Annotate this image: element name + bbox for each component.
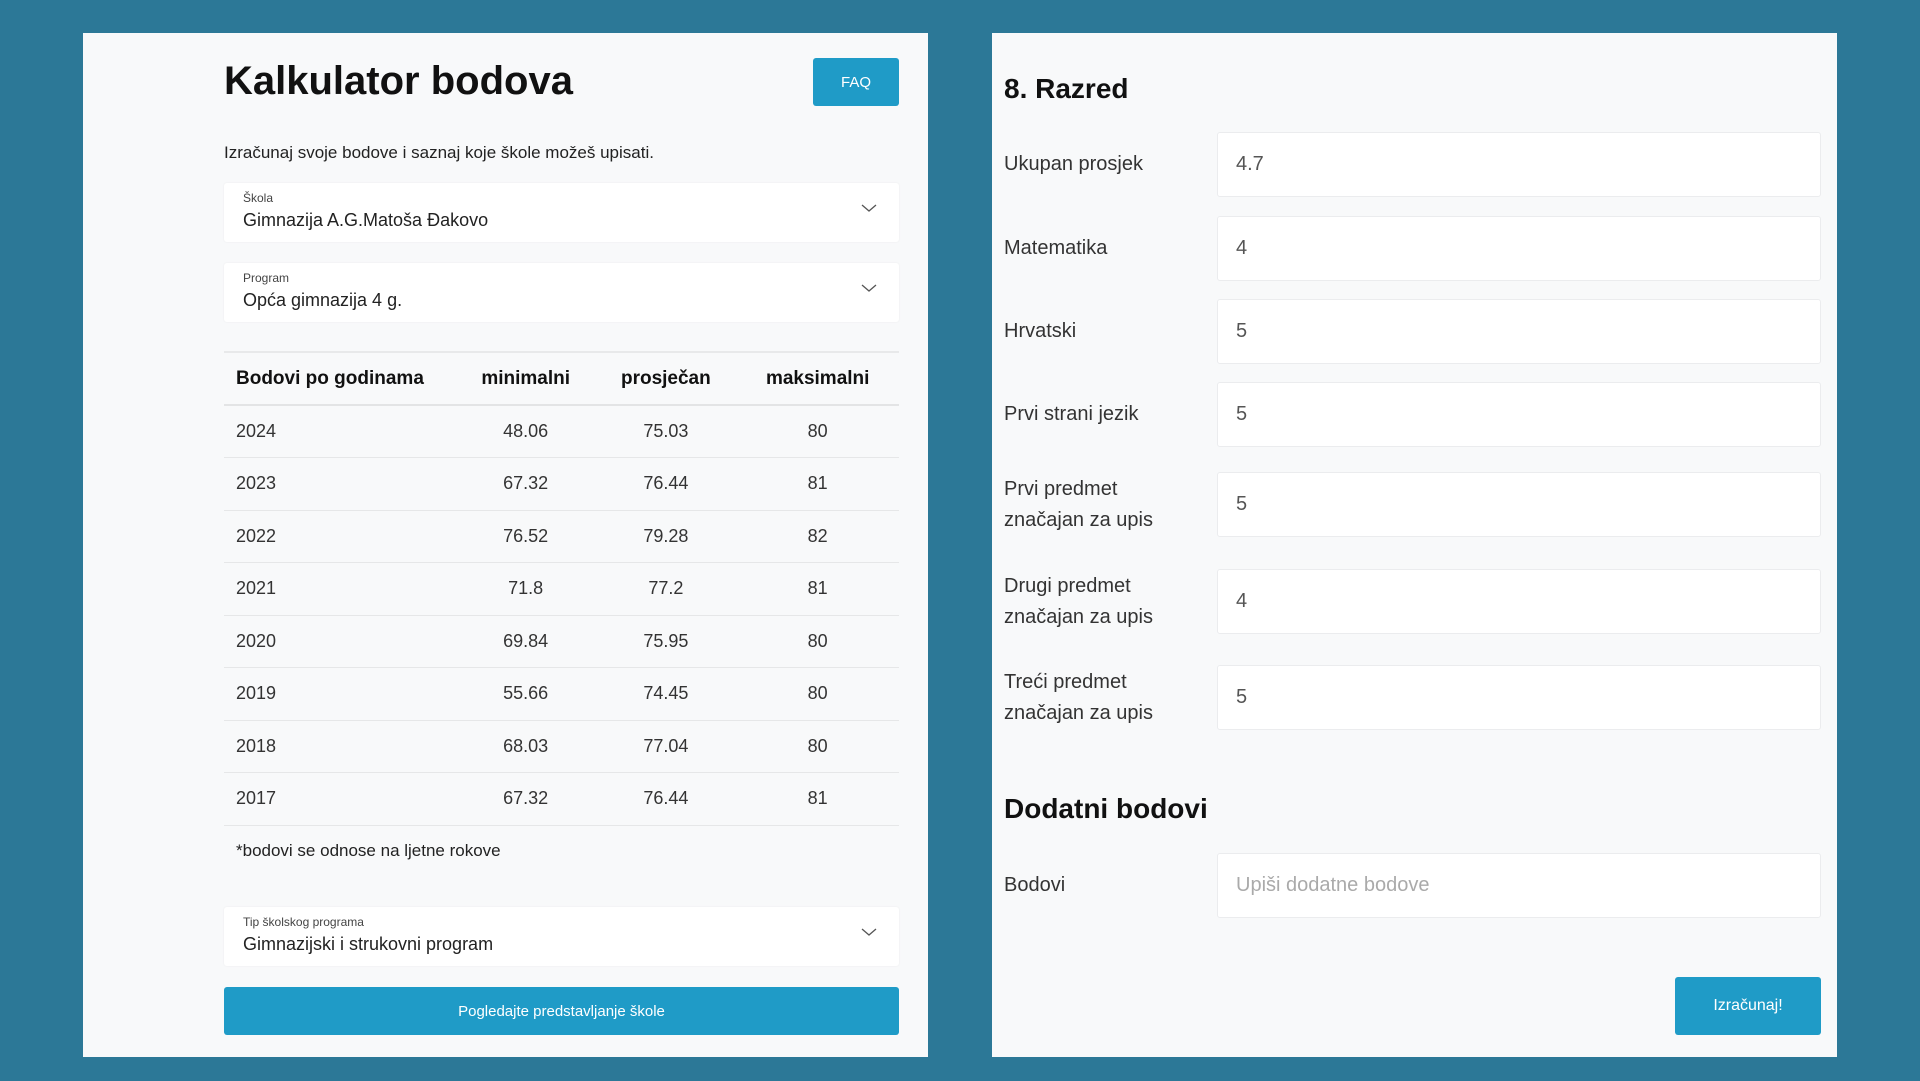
cell-min: 55.66 — [456, 667, 596, 721]
grade-field-input[interactable]: 5 — [1217, 665, 1821, 730]
cell-avg: 77.2 — [595, 562, 737, 616]
table-row: 2018 68.03 77.04 80 — [224, 720, 899, 773]
cell-max: 80 — [736, 667, 899, 721]
chevron-down-icon — [861, 928, 877, 936]
column-header-year: Bodovi po godinama — [224, 351, 456, 406]
program-type-value: Gimnazijski i strukovni program — [243, 934, 494, 954]
cell-max: 80 — [736, 405, 899, 458]
grade-field-label: Hrvatski — [1004, 320, 1077, 342]
grade-field-input[interactable]: 5 — [1217, 299, 1821, 364]
table-row: 2020 69.84 75.95 80 — [224, 615, 899, 668]
extra-points-input[interactable] — [1217, 853, 1821, 918]
cell-avg: 74.45 — [595, 667, 737, 721]
grade-field-value: 4.7 — [1236, 153, 1264, 175]
cell-avg: 79.28 — [595, 510, 737, 563]
calculate-button[interactable]: Izračunaj! — [1675, 977, 1821, 1035]
grade-field-label: Drugi predmet značajan za upis — [1004, 574, 1153, 628]
cell-avg: 75.03 — [595, 405, 737, 458]
table-row: 2023 67.32 76.44 81 — [224, 457, 899, 511]
program-type-label: Tip školskog programa — [243, 915, 364, 929]
column-header-max: maksimalni — [736, 351, 899, 406]
table-note: *bodovi se odnose na ljetne rokove — [236, 841, 501, 860]
page-title: Kalkulator bodova — [224, 59, 573, 103]
faq-button[interactable]: FAQ — [813, 58, 899, 106]
grade-title: 8. Razred — [1004, 73, 1129, 104]
school-select[interactable]: Škola Gimnazija A.G.Matoša Đakovo — [224, 183, 899, 242]
chevron-down-icon — [861, 284, 877, 292]
cell-year: 2020 — [224, 615, 456, 668]
program-select[interactable]: Program Opća gimnazija 4 g. — [224, 263, 899, 322]
grade-field-value: 4 — [1236, 237, 1248, 259]
cell-max: 81 — [736, 457, 899, 511]
program-select-value: Opća gimnazija 4 g. — [243, 290, 403, 310]
table-row: 2017 67.32 76.44 81 — [224, 772, 899, 826]
table-row: 2021 71.8 77.2 81 — [224, 562, 899, 616]
table-row: 2024 48.06 75.03 80 — [224, 405, 899, 458]
cell-avg: 75.95 — [595, 615, 737, 668]
grade-field-label: Matematika — [1004, 237, 1108, 259]
cell-avg: 76.44 — [595, 457, 737, 511]
cell-max: 80 — [736, 720, 899, 773]
cell-max: 81 — [736, 562, 899, 616]
cell-year: 2019 — [224, 667, 456, 721]
grade-field-input[interactable]: 5 — [1217, 472, 1821, 537]
cell-max: 81 — [736, 772, 899, 826]
grade-field-value: 5 — [1236, 493, 1248, 515]
subtitle: Izračunaj svoje bodove i saznaj koje ško… — [224, 143, 654, 162]
grade-field-label: Treći predmet značajan za upis — [1004, 670, 1153, 724]
grade-field-input[interactable]: 4 — [1217, 216, 1821, 281]
grade-field-input[interactable]: 4 — [1217, 569, 1821, 634]
table-header-row: Bodovi po godinama minimalni prosječan m… — [224, 351, 899, 406]
grade-field-label: Prvi strani jezik — [1004, 403, 1139, 425]
cell-year: 2017 — [224, 772, 456, 826]
points-table: Bodovi po godinama minimalni prosječan m… — [224, 351, 899, 826]
cell-year: 2021 — [224, 562, 456, 616]
cell-year: 2022 — [224, 510, 456, 563]
column-header-min: minimalni — [456, 351, 596, 406]
cell-min: 76.52 — [456, 510, 596, 563]
cell-avg: 77.04 — [595, 720, 737, 773]
cell-avg: 76.44 — [595, 772, 737, 826]
cell-year: 2024 — [224, 405, 456, 458]
cell-year: 2023 — [224, 457, 456, 511]
cell-min: 69.84 — [456, 615, 596, 668]
school-presentation-button[interactable]: Pogledajte predstavljanje škole — [224, 987, 899, 1035]
grade-field-label: Ukupan prosjek — [1004, 153, 1143, 175]
cell-min: 67.32 — [456, 772, 596, 826]
column-header-avg: prosječan — [595, 351, 737, 406]
table-row: 2022 76.52 79.28 82 — [224, 510, 899, 563]
calculator-panel: Kalkulator bodova FAQ Izračunaj svoje bo… — [83, 33, 928, 1057]
grades-panel: 8. Razred Ukupan prosjek 4.7 Matematika 4 Hr… — [992, 33, 1837, 1057]
cell-max: 80 — [736, 615, 899, 668]
cell-min: 48.06 — [456, 405, 596, 458]
extra-points-title: Dodatni bodovi — [1004, 793, 1208, 824]
table-row: 2019 55.66 74.45 80 — [224, 667, 899, 721]
grade-field-value: 4 — [1236, 590, 1248, 612]
chevron-down-icon — [861, 204, 877, 212]
cell-min: 71.8 — [456, 562, 596, 616]
cell-max: 82 — [736, 510, 899, 563]
cell-min: 68.03 — [456, 720, 596, 773]
grade-field-value: 5 — [1236, 403, 1248, 425]
grade-field-input[interactable]: 4.7 — [1217, 132, 1821, 197]
grade-field-input[interactable]: 5 — [1217, 382, 1821, 447]
school-select-label: Škola — [243, 191, 274, 205]
cell-year: 2018 — [224, 720, 456, 773]
extra-points-label: Bodovi — [1004, 874, 1066, 896]
grade-field-value: 5 — [1236, 686, 1248, 708]
grade-field-label: Prvi predmet značajan za upis — [1004, 477, 1153, 531]
cell-min: 67.32 — [456, 457, 596, 511]
program-select-label: Program — [243, 271, 290, 285]
school-select-value: Gimnazija A.G.Matoša Đakovo — [243, 210, 489, 230]
program-type-select[interactable]: Tip školskog programa Gimnazijski i stru… — [224, 907, 899, 966]
grade-field-value: 5 — [1236, 320, 1248, 342]
